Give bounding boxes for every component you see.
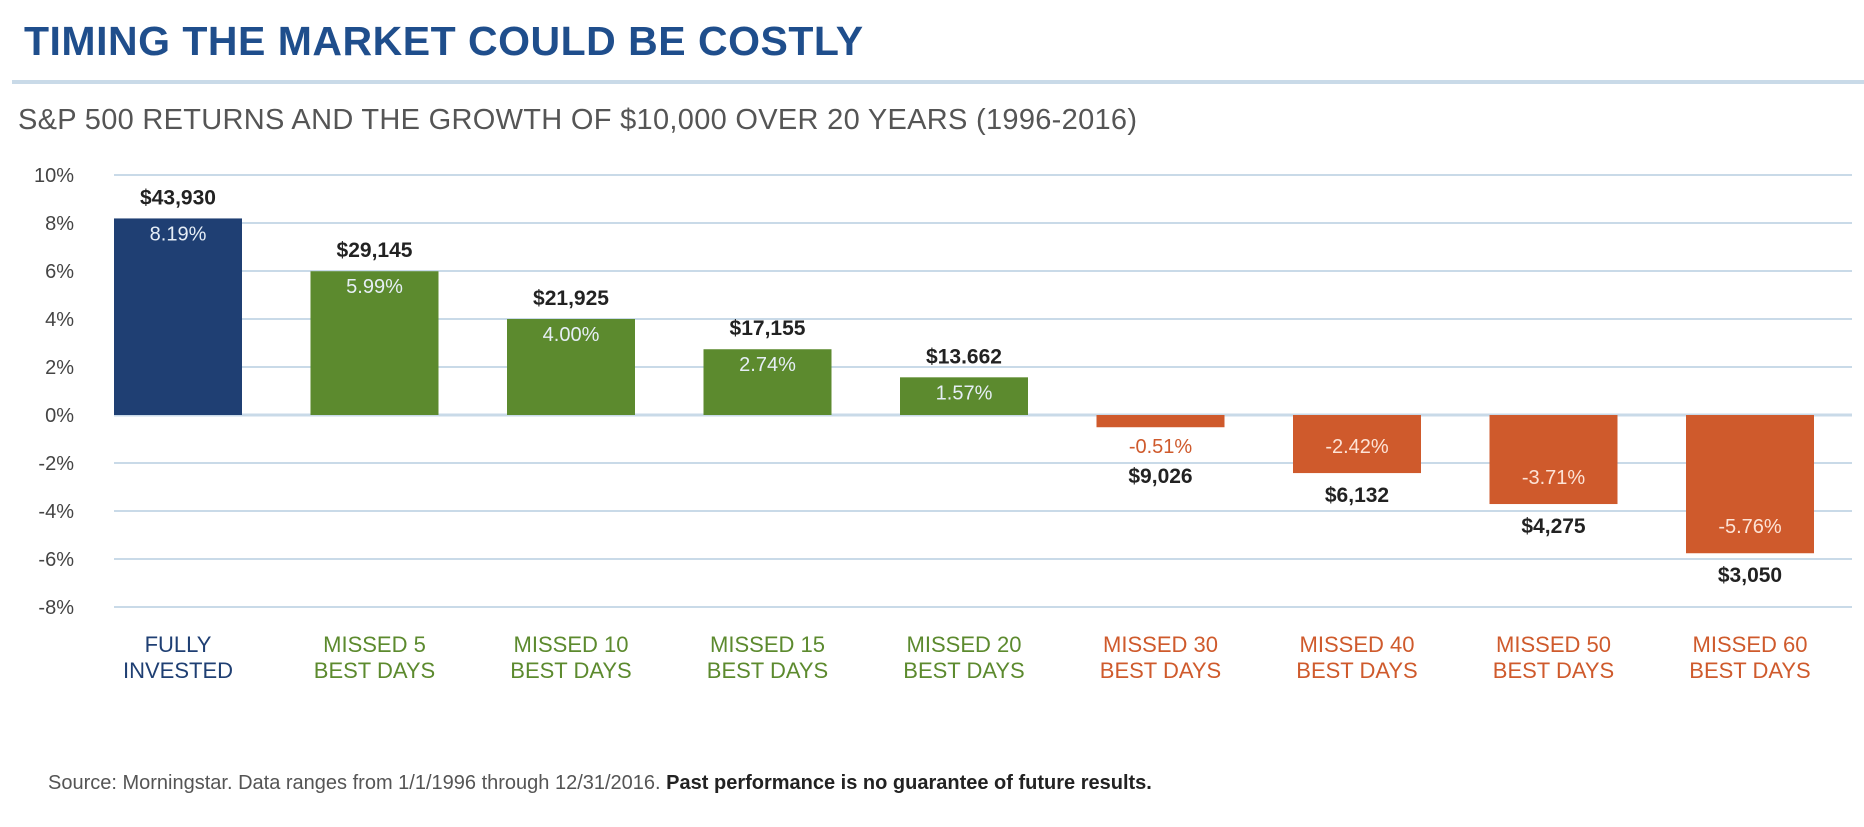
category-label: BEST DAYS: [903, 658, 1024, 683]
category-label: MISSED 40: [1300, 632, 1415, 657]
percent-label: 2.74%: [739, 354, 796, 376]
growth-label: $9,026: [1128, 465, 1192, 488]
chart-title: TIMING THE MARKET COULD BE COSTLY: [24, 18, 864, 64]
title-divider: [12, 80, 1864, 84]
disclaimer-text: Past performance is no guarantee of futu…: [666, 772, 1152, 794]
percent-label: 1.57%: [936, 382, 993, 404]
data-labels: 8.19% $43,930 5.99% $29,145 4.00% $21,925 2.74…: [140, 186, 1782, 587]
category-label: BEST DAYS: [707, 658, 828, 683]
chart-subtitle: S&P 500 RETURNS AND THE GROWTH OF $10,00…: [18, 104, 1138, 136]
bar: [1489, 415, 1618, 505]
category-label: BEST DAYS: [510, 658, 631, 683]
bar: [1293, 415, 1421, 474]
bar: [1686, 415, 1814, 554]
percent-label: -5.76%: [1718, 516, 1782, 538]
y-axis-ticks: 10% 8% 6% 4% 2% 0% -2% -4% -6% -8%: [34, 165, 74, 619]
bar: [1096, 415, 1225, 428]
y-tick-label: -6%: [38, 549, 74, 571]
y-tick-label: 10%: [34, 165, 74, 187]
growth-label: $6,132: [1325, 484, 1389, 507]
category-label: BEST DAYS: [1493, 658, 1614, 683]
category-label: BEST DAYS: [1296, 658, 1417, 683]
growth-label: $21,925: [533, 287, 609, 310]
bar: [114, 218, 242, 415]
percent-label: -0.51%: [1129, 436, 1193, 458]
bar: [900, 377, 1028, 415]
category-label: MISSED 20: [907, 632, 1022, 657]
y-tick-label: -2%: [38, 453, 74, 475]
category-label: INVESTED: [123, 658, 233, 683]
growth-label: $43,930: [140, 186, 216, 209]
growth-label: $4,275: [1521, 515, 1586, 538]
source-text: Source: Morningstar. Data ranges from 1/…: [48, 772, 661, 794]
percent-label: 8.19%: [150, 223, 207, 245]
percent-label: -3.71%: [1522, 467, 1586, 489]
bar: [703, 349, 832, 415]
category-label: MISSED 15: [710, 632, 825, 657]
category-label: MISSED 10: [514, 632, 629, 657]
category-label: MISSED 30: [1103, 632, 1218, 657]
category-label: BEST DAYS: [1100, 658, 1221, 683]
category-label: MISSED 5: [323, 632, 426, 657]
source-note: Source: Morningstar. Data ranges from 1/…: [48, 772, 1152, 795]
y-tick-label: -4%: [38, 501, 74, 523]
bar: [310, 271, 439, 415]
growth-label: $17,155: [730, 317, 806, 340]
growth-label: $29,145: [337, 239, 413, 262]
growth-label: $13.662: [926, 345, 1002, 368]
category-label: FULLY: [145, 632, 212, 657]
bar: [507, 319, 635, 415]
y-tick-label: 0%: [45, 405, 74, 427]
growth-label: $3,050: [1718, 564, 1782, 587]
category-label: BEST DAYS: [1689, 658, 1810, 683]
category-label: BEST DAYS: [314, 658, 435, 683]
category-label: MISSED 60: [1693, 632, 1808, 657]
percent-label: 5.99%: [346, 276, 403, 298]
y-tick-label: 2%: [45, 357, 74, 379]
bars: [114, 218, 1814, 554]
y-tick-label: 4%: [45, 309, 74, 331]
percent-label: -2.42%: [1325, 436, 1389, 458]
percent-label: 4.00%: [543, 324, 600, 346]
y-tick-label: -8%: [38, 597, 74, 619]
y-tick-label: 6%: [45, 261, 74, 283]
category-label: MISSED 50: [1496, 632, 1611, 657]
y-tick-label: 8%: [45, 213, 74, 235]
